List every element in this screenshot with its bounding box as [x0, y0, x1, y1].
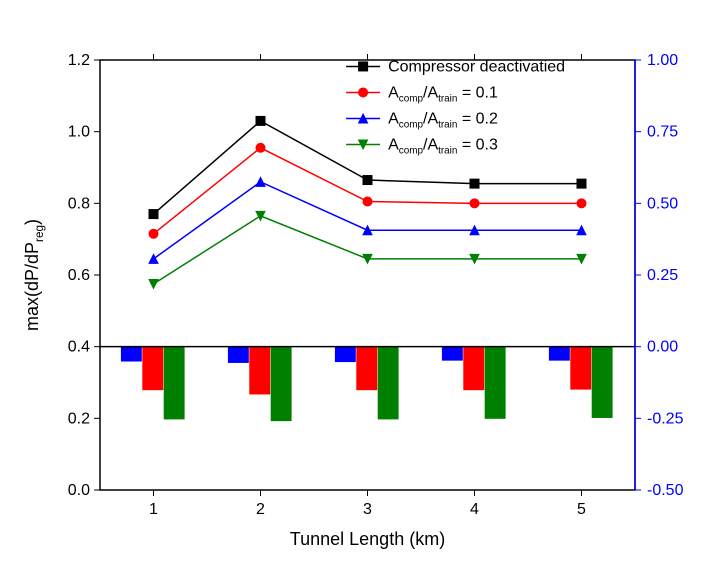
marker-square — [577, 179, 586, 188]
legend-label: Acomp/Atrain = 0.2 — [388, 110, 498, 130]
bar — [549, 347, 569, 360]
yl-axis-label: max(dP/dPreg) — [22, 219, 46, 331]
bar — [143, 347, 163, 390]
bar — [164, 347, 184, 419]
marker-circle — [359, 88, 368, 97]
marker-circle — [577, 199, 586, 208]
x-axis-label: Tunnel Length (km) — [290, 529, 445, 549]
bar — [335, 347, 355, 362]
marker-square — [359, 62, 368, 71]
yl-tick-label: 0.2 — [68, 410, 90, 427]
marker-square — [256, 116, 265, 125]
yr-tick-label: 0.00 — [647, 339, 678, 356]
bar — [250, 347, 270, 394]
yr-tick-label: -0.50 — [647, 482, 684, 499]
marker-square — [470, 179, 479, 188]
yl-tick-label: 0.6 — [68, 267, 90, 284]
marker-square — [363, 176, 372, 185]
marker-circle — [363, 197, 372, 206]
yl-tick-label: 0.0 — [68, 482, 90, 499]
x-tick-label: 4 — [470, 501, 479, 518]
x-tick-label: 5 — [577, 501, 586, 518]
bar — [592, 347, 612, 418]
x-tick-label: 2 — [256, 501, 265, 518]
series-line — [154, 148, 582, 234]
marker-circle — [256, 143, 265, 152]
x-tick-label: 3 — [363, 501, 372, 518]
bar — [442, 347, 462, 360]
marker-tri-down — [256, 211, 265, 220]
series-line — [154, 182, 582, 259]
yl-tick-label: 0.8 — [68, 195, 90, 212]
marker-circle — [149, 229, 158, 238]
yl-tick-label: 1.0 — [68, 124, 90, 141]
yr-tick-label: 0.75 — [647, 124, 678, 141]
legend-label: Acomp/Atrain = 0.3 — [388, 136, 498, 156]
yl-tick-label: 1.2 — [68, 52, 90, 69]
bar — [357, 347, 377, 390]
yr-tick-label: 1.00 — [647, 52, 678, 69]
bar — [464, 347, 484, 390]
yr-tick-label: 0.50 — [647, 195, 678, 212]
x-tick-label: 1 — [149, 501, 158, 518]
bar — [571, 347, 591, 389]
legend-label: Acomp/Atrain = 0.1 — [388, 84, 498, 104]
bar — [378, 347, 398, 419]
yr-tick-label: 0.25 — [647, 267, 678, 284]
marker-tri-up — [256, 177, 265, 186]
yl-tick-label: 0.4 — [68, 339, 90, 356]
marker-tri-down — [149, 279, 158, 288]
yr-tick-label: -0.25 — [647, 410, 684, 427]
bar — [271, 347, 291, 421]
bar — [228, 347, 248, 363]
marker-circle — [470, 199, 479, 208]
bar — [485, 347, 505, 419]
bar — [121, 347, 141, 361]
plot-frame — [100, 60, 635, 490]
svg-text:max(dP/dPreg): max(dP/dPreg) — [22, 219, 46, 331]
chart-svg: 1 2 3 4 5 Tunnel Length (km) 0.0 0.2 0.4 0.6 0.8 1.… — [0, 0, 715, 582]
legend-label: Compressor deactivatied — [388, 58, 565, 75]
marker-square — [149, 210, 158, 219]
